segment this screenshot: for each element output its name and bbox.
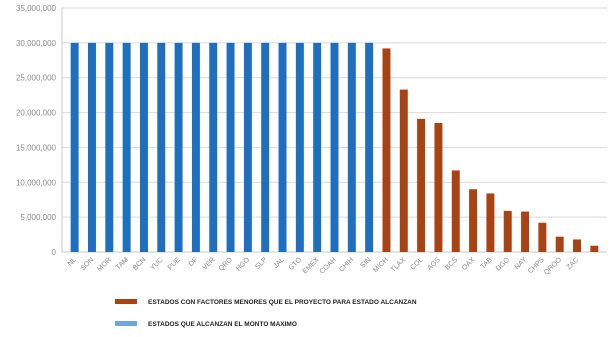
x-tick-label: HGO bbox=[235, 256, 252, 273]
y-tick-label: 0 bbox=[52, 248, 57, 257]
legend: ESTADOS CON FACTORES MENORES QUE EL PROY… bbox=[115, 299, 417, 328]
bar bbox=[486, 193, 495, 252]
y-tick-label: 15,000,000 bbox=[16, 143, 57, 152]
y-tick-labels: 0 5,000,000 10,000,000 15,000,000 20,000,000… bbox=[16, 4, 57, 257]
x-tick-label: MOR bbox=[96, 256, 113, 273]
bar bbox=[243, 42, 252, 252]
bar bbox=[434, 123, 443, 253]
x-tick-label: NL bbox=[67, 256, 78, 267]
y-tick-label: 30,000,000 bbox=[16, 39, 57, 48]
bar bbox=[538, 222, 547, 252]
x-tick-label: SON bbox=[80, 256, 96, 272]
x-tick-label: NAY bbox=[514, 256, 529, 271]
x-tick-label: EMEX bbox=[302, 256, 321, 275]
x-tick-labels: NL SON MOR TAM BCN YUC PUE DF VER QRO HGO SLP JAL GTO… bbox=[67, 256, 581, 276]
bars bbox=[70, 42, 599, 253]
bar bbox=[87, 42, 96, 252]
bar bbox=[105, 42, 114, 252]
bar bbox=[382, 48, 391, 253]
bar bbox=[261, 42, 270, 252]
x-tick-label: DGO bbox=[495, 256, 512, 273]
x-tick-label: MICH bbox=[372, 256, 390, 274]
legend-label: ESTADOS CON FACTORES MENORES QUE EL PROY… bbox=[148, 299, 417, 306]
x-tick-label: QROO bbox=[543, 256, 563, 276]
x-tick-label: ZAC bbox=[566, 256, 581, 271]
bar bbox=[469, 189, 478, 252]
bar bbox=[313, 42, 322, 252]
x-tick-label: VER bbox=[202, 256, 217, 271]
legend-swatch bbox=[115, 321, 137, 326]
bar bbox=[365, 42, 374, 252]
bar bbox=[278, 42, 287, 252]
bar bbox=[451, 170, 460, 252]
bar bbox=[295, 42, 304, 252]
x-tick-label: TAB bbox=[480, 256, 494, 270]
x-tick-label: PUE bbox=[167, 256, 182, 271]
legend-label: ESTADOS QUE ALCANZAN EL MONTO MAXIMO bbox=[148, 321, 297, 328]
bar bbox=[226, 42, 235, 252]
x-tick-label: CHIH bbox=[338, 256, 355, 273]
bar bbox=[70, 42, 79, 252]
bar bbox=[555, 236, 564, 252]
bar bbox=[209, 42, 218, 252]
x-tick-label: BCS bbox=[444, 256, 459, 271]
bar bbox=[573, 239, 582, 252]
x-tick-label: BCN bbox=[132, 256, 147, 271]
y-tick-label: 35,000,000 bbox=[16, 4, 57, 13]
bar bbox=[330, 42, 339, 252]
bar bbox=[191, 42, 200, 252]
x-tick-label: TAM bbox=[115, 256, 130, 271]
y-tick-label: 25,000,000 bbox=[16, 74, 57, 83]
x-tick-label: DF bbox=[188, 256, 200, 268]
x-tick-label: TLAX bbox=[390, 256, 408, 274]
bar bbox=[503, 210, 512, 252]
x-tick-label: QRO bbox=[218, 256, 235, 273]
x-tick-label: COL bbox=[409, 256, 424, 271]
bar bbox=[399, 89, 408, 253]
y-tick-label: 10,000,000 bbox=[16, 178, 57, 187]
bar bbox=[417, 118, 426, 253]
x-tick-label: COAH bbox=[319, 256, 338, 275]
x-tick-label: SIN bbox=[359, 256, 372, 269]
bar bbox=[139, 42, 148, 252]
x-tick-label: JAL bbox=[272, 256, 286, 270]
bar bbox=[174, 42, 183, 252]
bar bbox=[157, 42, 166, 252]
x-tick-label: AGS bbox=[426, 256, 442, 272]
x-tick-label: OAX bbox=[461, 256, 477, 272]
bar bbox=[347, 42, 356, 252]
y-tick-label: 5,000,000 bbox=[20, 213, 56, 222]
bar bbox=[590, 245, 599, 252]
legend-swatch bbox=[115, 299, 137, 304]
x-tick-label: YUC bbox=[149, 256, 164, 271]
y-tick-label: 20,000,000 bbox=[16, 109, 57, 118]
bar bbox=[122, 42, 131, 252]
bar bbox=[521, 211, 530, 252]
x-tick-label: SLP bbox=[254, 256, 269, 271]
